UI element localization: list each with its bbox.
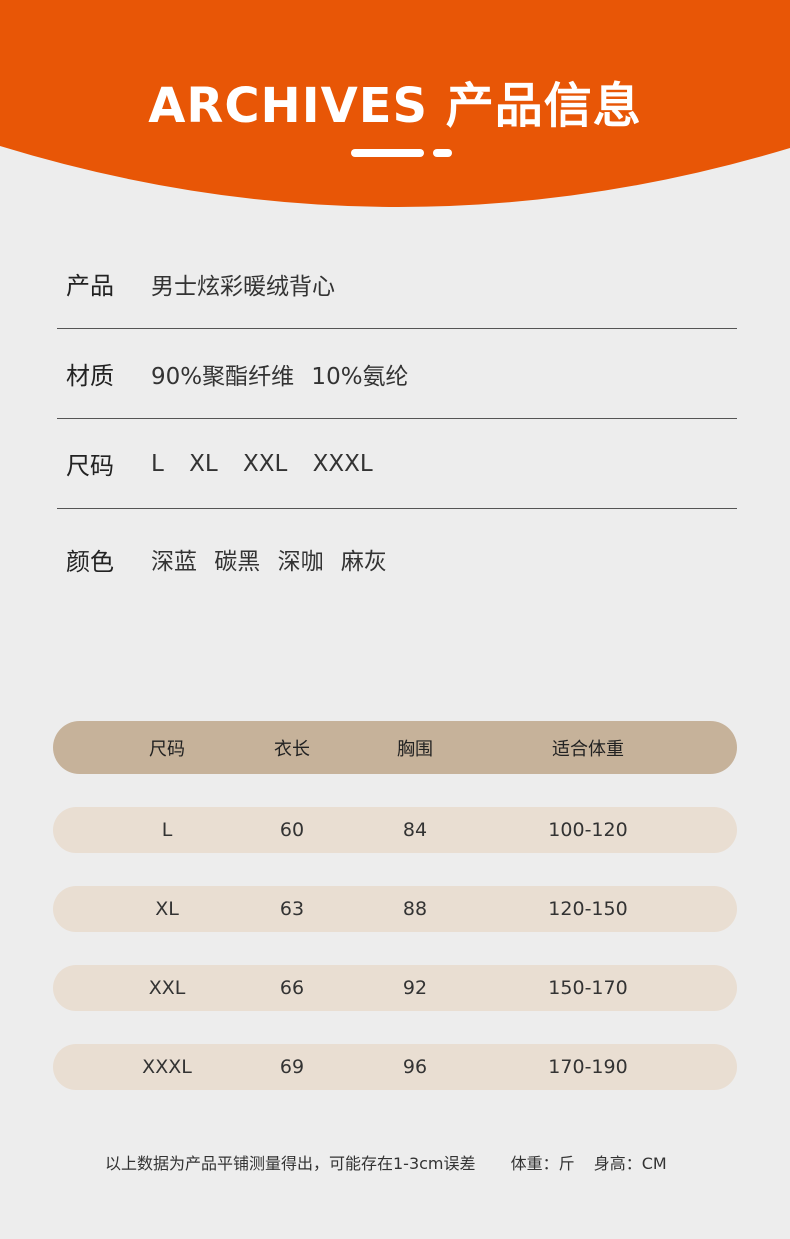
title-underline <box>351 149 424 157</box>
header-cell: 衣长 <box>274 738 310 760</box>
cell: 60 <box>279 819 305 841</box>
header-cell: 胸围 <box>397 738 433 760</box>
cell: 100-120 <box>548 819 628 841</box>
info-label: 尺码 <box>66 452 114 480</box>
cell: XL <box>155 898 179 920</box>
info-value: L XL XXL XXXL <box>151 450 373 477</box>
page-title: ARCHIVES 产品信息 <box>148 78 642 134</box>
cell: 92 <box>402 977 428 999</box>
cell: 150-170 <box>548 977 628 999</box>
info-label: 材质 <box>66 362 114 390</box>
cell: 170-190 <box>548 1056 628 1078</box>
info-label: 颜色 <box>66 547 114 576</box>
cell: 88 <box>402 898 428 920</box>
info-row-product: 产品 男士炫彩暖绒背心 <box>57 239 737 329</box>
header-cell: 适合体重 <box>552 738 624 760</box>
cell: 120-150 <box>548 898 628 920</box>
cell: 69 <box>279 1056 305 1078</box>
cell: L <box>161 819 173 841</box>
weight-unit: 体重：斤 <box>510 1154 575 1173</box>
info-row-size: 尺码 L XL XXL XXXL <box>57 419 737 509</box>
cell: 63 <box>279 898 305 920</box>
info-row-material: 材质 90%聚酯纤维 10%氨纶 <box>57 329 737 419</box>
note-text: 以上数据为产品平铺测量得出，可能存在1-3cm误差 <box>105 1154 476 1173</box>
header-banner <box>0 0 790 208</box>
table-row: XXXL 69 96 170-190 <box>53 1044 737 1090</box>
info-value: 男士炫彩暖绒背心 <box>151 273 335 300</box>
info-label: 产品 <box>66 272 114 300</box>
size-table-header: 尺码 衣长 胸围 适合体重 <box>53 721 737 774</box>
measurement-note: 以上数据为产品平铺测量得出，可能存在1-3cm误差 体重：斤 身高：CM <box>105 1150 697 1174</box>
height-unit: 身高：CM <box>593 1154 667 1173</box>
cell: 96 <box>402 1056 428 1078</box>
table-row: XL 63 88 120-150 <box>53 886 737 932</box>
table-row: XXL 66 92 150-170 <box>53 965 737 1011</box>
info-value: 90%聚酯纤维 10%氨纶 <box>151 363 409 390</box>
table-row: L 60 84 100-120 <box>53 807 737 853</box>
cell: 84 <box>402 819 428 841</box>
info-value: 深蓝 碳黑 深咖 麻灰 <box>151 549 387 575</box>
cell: XXXL <box>142 1056 192 1078</box>
title-underline-dot <box>433 149 452 157</box>
header-cell: 尺码 <box>149 738 185 760</box>
cell: XXL <box>148 977 186 999</box>
info-row-color: 颜色 深蓝 碳黑 深咖 麻灰 <box>57 514 737 604</box>
cell: 66 <box>279 977 305 999</box>
